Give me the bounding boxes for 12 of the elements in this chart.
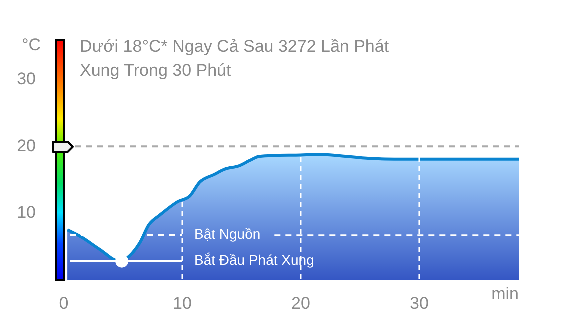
ref-line-label: Bật Nguồn [194, 226, 261, 242]
y-tick-label: 20 [17, 136, 36, 156]
x-tick-label: 10 [173, 294, 192, 313]
x-tick-label: 30 [410, 294, 429, 313]
text: Dưới 18°C* Ngay Cả Sau 3272 Lần Phát Xung Trong 30 Phút [80, 36, 390, 82]
x-tick-label: 0 [59, 294, 69, 313]
x-axis-title: min [492, 284, 519, 304]
y-tick-label: 10 [17, 203, 36, 222]
ref-line-label: Bắt Đầu Phát Xung [194, 252, 314, 268]
y-tick-label: 30 [17, 70, 36, 89]
y-axis-title: °C [22, 36, 42, 55]
x-tick-label: 20 [292, 294, 310, 313]
